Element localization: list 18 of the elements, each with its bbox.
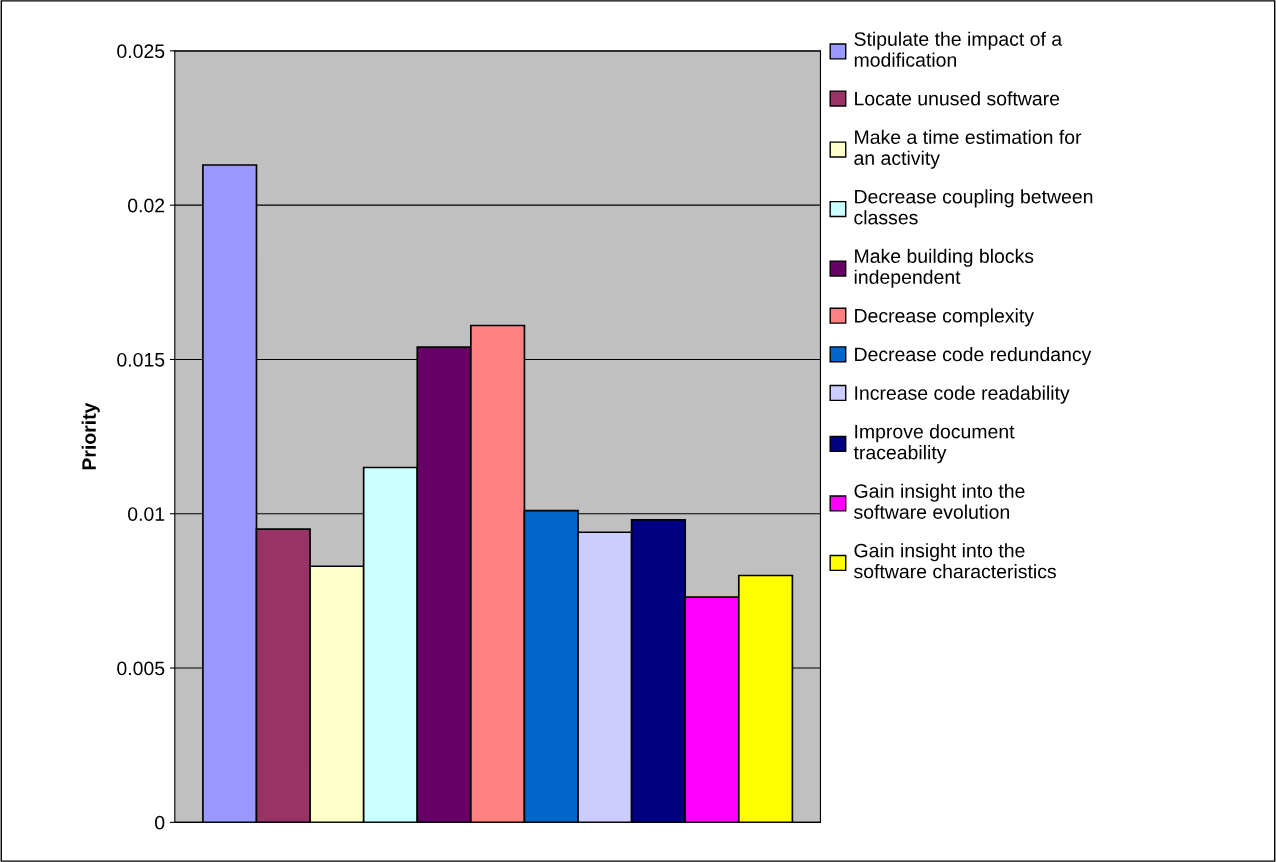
legend-label: Gain insight into the software evolution: [854, 483, 1025, 519]
y-tick-label: 0.005: [117, 661, 165, 676]
legend-label: Decrease complexity: [855, 308, 1034, 327]
y-tick-label: 0.01: [128, 507, 165, 521]
legend-label: Make a time estimation for an activity: [854, 129, 1082, 169]
legend-label: Increase code readability: [855, 385, 1070, 404]
y-tick-label: 0.025: [117, 44, 165, 59]
legend-label: Locate unused software: [855, 91, 1060, 106]
legend-label: Stipulate the impact of a modification: [854, 31, 1063, 67]
y-tick-label: 0.015: [117, 352, 165, 367]
legend-label: Gain insight into the software characteristics: [854, 543, 1056, 579]
legend-label: Decrease coupling between classes: [854, 189, 1093, 225]
legend-label: Decrease code redundancy: [855, 346, 1092, 366]
y-tick-label: 0: [155, 815, 165, 830]
y-axis-title: Priority: [81, 402, 100, 470]
legend-label: Improve document traceability: [853, 424, 1015, 464]
y-tick-label: 0.02: [128, 198, 165, 213]
legend-label: Make building blocks independent: [854, 248, 1034, 288]
